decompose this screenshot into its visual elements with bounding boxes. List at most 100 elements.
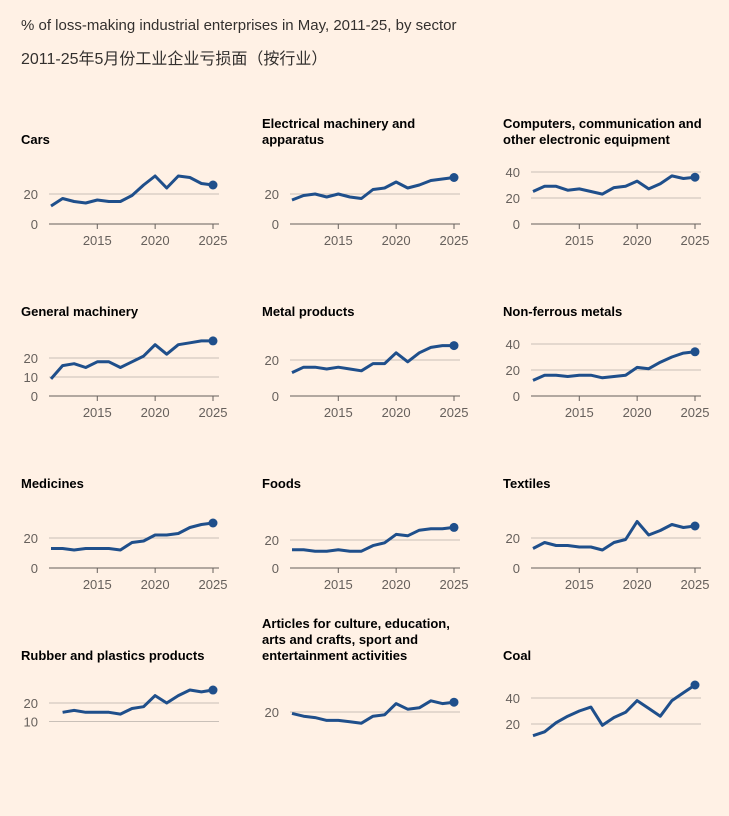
end-point-marker [449, 522, 459, 532]
y-tick-label: 40 [506, 691, 520, 706]
x-tick-label: 2015 [324, 233, 353, 248]
panel-title: Computers, communication and other elect… [503, 116, 702, 147]
y-tick-label: 0 [31, 217, 38, 232]
x-tick-label: 2025 [199, 405, 228, 420]
chart-title: % of loss-making industrial enterprises … [21, 17, 457, 34]
x-tick-label: 2025 [199, 577, 228, 592]
panel-title: Cars [21, 132, 50, 147]
x-tick-label: 2025 [440, 405, 469, 420]
line-chart: 0 20 2015 2020 2025 [506, 520, 710, 592]
y-tick-label: 20 [506, 363, 520, 378]
series-line [291, 176, 455, 202]
chart-panel: General machinery 0 10 20 2015 2020 2025 [21, 304, 241, 472]
end-point-marker [690, 680, 700, 690]
x-tick-label: 2015 [324, 577, 353, 592]
chart-panel: Computers, communication and other elect… [503, 116, 723, 300]
panel-title: Rubber and plastics products [21, 648, 205, 663]
end-point-marker [449, 697, 459, 707]
chart-panel: Medicines 0 20 2015 2020 2025 [21, 476, 241, 644]
x-tick-label: 2020 [623, 405, 652, 420]
chart-panel: Non-ferrous metals 0 20 40 2015 2020 2025 [503, 304, 723, 472]
end-point-marker [690, 521, 700, 531]
y-tick-label: 0 [513, 389, 520, 404]
panel-title: Articles for culture, education, arts an… [262, 616, 450, 663]
series-line [49, 339, 213, 380]
y-tick-label: 20 [24, 696, 38, 711]
x-tick-label: 2020 [623, 233, 652, 248]
x-tick-label: 2025 [681, 577, 710, 592]
chart-subtitle: 2011-25年5月份工业企业亏损面（按行业） [21, 51, 328, 68]
series-line [62, 688, 214, 716]
y-tick-label: 20 [506, 191, 520, 206]
x-tick-label: 2015 [83, 405, 112, 420]
series-line [532, 350, 696, 382]
series-line [291, 344, 454, 374]
x-tick-label: 2025 [681, 405, 710, 420]
chart-panel: Cars 0 20 2015 2020 2025 [21, 132, 241, 300]
panel-title: Electrical machinery and apparatus [262, 116, 416, 147]
line-chart: 20 [265, 697, 460, 725]
y-tick-label: 20 [506, 531, 520, 546]
x-tick-label: 2015 [565, 577, 594, 592]
y-tick-label: 0 [272, 561, 279, 576]
panel-title: Foods [262, 476, 301, 491]
line-chart: 0 20 2015 2020 2025 [265, 341, 469, 420]
panel-title: Textiles [503, 476, 551, 491]
end-point-marker [208, 336, 218, 346]
line-chart: 0 20 40 2015 2020 2025 [506, 165, 710, 248]
series-line [532, 683, 696, 738]
x-tick-label: 2020 [382, 577, 411, 592]
series-line [532, 174, 696, 196]
x-tick-label: 2020 [141, 577, 170, 592]
x-tick-label: 2015 [83, 577, 112, 592]
x-tick-label: 2020 [623, 577, 652, 592]
end-point-marker [690, 347, 700, 357]
chart-panel: Coal 20 40 [503, 648, 723, 816]
y-tick-label: 10 [24, 715, 38, 730]
y-tick-label: 20 [265, 705, 279, 720]
end-point-marker [208, 180, 218, 190]
x-tick-label: 2020 [382, 405, 411, 420]
x-tick-label: 2020 [141, 233, 170, 248]
x-tick-label: 2015 [565, 233, 594, 248]
y-tick-label: 0 [272, 389, 279, 404]
series-line [532, 520, 696, 552]
y-tick-label: 10 [24, 370, 38, 385]
x-tick-label: 2025 [440, 233, 469, 248]
panel-title: General machinery [21, 304, 139, 319]
x-tick-label: 2020 [382, 233, 411, 248]
line-chart: 0 20 2015 2020 2025 [24, 518, 228, 592]
x-tick-label: 2015 [83, 233, 112, 248]
chart-panel: Textiles 0 20 2015 2020 2025 [503, 476, 723, 644]
chart-panel: Foods 0 20 2015 2020 2025 [262, 476, 482, 644]
chart-panel: Metal products 0 20 2015 2020 2025 [262, 304, 482, 472]
y-tick-label: 40 [506, 165, 520, 180]
panel-title: Non-ferrous metals [503, 304, 623, 319]
y-tick-label: 20 [24, 531, 38, 546]
x-tick-label: 2020 [141, 405, 170, 420]
y-tick-label: 20 [24, 187, 38, 202]
x-tick-label: 2025 [440, 577, 469, 592]
y-tick-label: 20 [265, 187, 279, 202]
line-chart: 0 20 2015 2020 2025 [24, 174, 228, 248]
series-line [50, 174, 214, 208]
chart-panel: Rubber and plastics products 10 20 [21, 648, 241, 816]
line-chart: 0 20 40 2015 2020 2025 [506, 337, 710, 420]
y-tick-label: 0 [513, 561, 520, 576]
chart-panel: Electrical machinery and apparatus 0 20 201… [262, 116, 482, 300]
x-tick-label: 2025 [199, 233, 228, 248]
line-chart: 0 20 2015 2020 2025 [265, 522, 469, 592]
line-chart: 0 20 2015 2020 2025 [265, 173, 469, 248]
panel-title: Metal products [262, 304, 355, 319]
y-tick-label: 0 [272, 217, 279, 232]
x-tick-label: 2025 [681, 233, 710, 248]
end-point-marker [449, 341, 459, 351]
series-line [51, 521, 214, 552]
end-point-marker [690, 172, 700, 182]
y-tick-label: 20 [24, 351, 38, 366]
y-tick-label: 20 [265, 533, 279, 548]
panel-title: Coal [503, 648, 532, 663]
x-tick-label: 2015 [324, 405, 353, 420]
y-tick-label: 40 [506, 337, 520, 352]
